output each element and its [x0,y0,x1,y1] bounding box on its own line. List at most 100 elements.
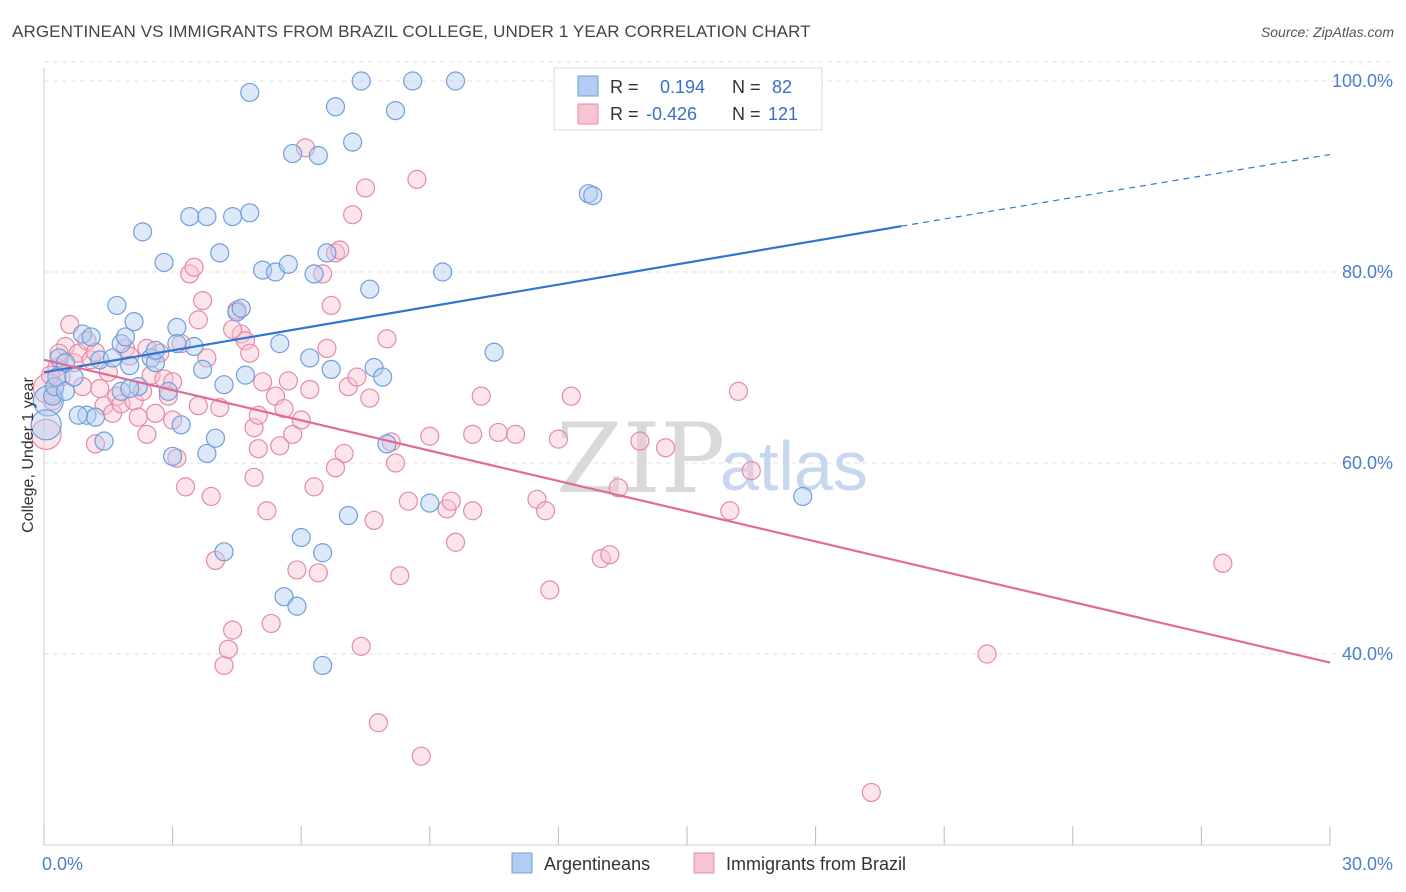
legend-stats-box [553,67,823,131]
legend-n-label-1: N = [732,77,761,97]
point-argentineans-31 [193,359,213,380]
point-brazil-49 [248,439,268,459]
y-tick-label-80: 80.0% [1342,262,1393,282]
point-brazil-1 [42,391,63,411]
point-brazil-98 [608,478,629,498]
source-credit: Source: ZipAtlas.com [1260,24,1394,40]
point-argentineans-21 [132,222,153,242]
axes [43,68,1331,846]
point-argentineans-41 [240,203,260,223]
x-tick-label-max: 30.0% [1342,854,1393,874]
point-brazil-57 [283,424,303,444]
legend-series-label-brazil: Immigrants from Brazil [726,854,906,874]
point-argentineans-80 [214,375,234,395]
point-brazil-78 [377,329,397,349]
point-brazil-87 [463,424,483,444]
point-brazil-35 [188,310,208,330]
point-argentineans-39 [231,298,251,318]
point-brazil-36 [193,291,213,311]
point-brazil-48 [244,418,264,438]
point-argentineans-59 [338,505,358,526]
point-argentineans-28 [171,415,191,435]
point-brazil-83 [411,746,431,766]
y-tick-label-40: 40.0% [1342,644,1393,664]
x-tick-label-min: 0.0% [42,854,83,874]
point-brazil-51 [257,501,277,521]
point-argentineans-57 [321,359,341,380]
legend-n-value-2: 121 [768,104,798,124]
point-brazil-54 [270,436,290,456]
point-argentineans-33 [197,207,217,227]
point-brazil-5 [60,314,80,335]
point-brazil-71 [343,205,363,225]
point-brazil-80 [390,566,410,586]
point-brazil-86 [445,532,466,552]
legend-series-swatch-brazil [693,852,715,874]
point-brazil-106 [1213,553,1233,573]
point-brazil-43 [223,620,243,640]
point-brazil-88 [471,386,491,406]
point-argentineans-36 [214,542,234,562]
point-brazil-74 [355,178,376,198]
point-brazil-84 [420,426,440,446]
point-argentineans-35 [210,243,230,263]
watermark-zip: ZIP [556,403,725,515]
point-brazil-113 [223,319,243,339]
point-argentineans-10 [85,407,106,427]
point-brazil-52 [261,613,281,634]
point-argentineans-2 [45,377,65,397]
legend-series: Argentineans Immigrants from Brazil [511,852,906,874]
point-brazil-111 [49,343,69,363]
point-brazil-65 [317,338,337,358]
legend-n-value-1: 82 [772,77,792,97]
point-brazil-23 [137,424,157,444]
point-brazil-105 [977,644,997,664]
point-argentineans-64 [373,367,393,387]
point-brazil-56 [278,371,298,391]
point-brazil-28 [158,386,178,406]
point-brazil-50 [253,372,273,392]
data-points [30,71,1233,803]
point-argentineans-29 [180,207,200,227]
point-brazil-102 [728,381,749,401]
point-brazil-76 [364,510,384,530]
point-brazil-12 [90,378,110,399]
point-argentineans-24 [154,252,174,273]
point-argentineans-62 [360,279,380,299]
point-brazil-95 [561,386,581,406]
watermark-atlas: atlas [720,427,868,505]
point-argentineans-7 [64,367,84,387]
point-argentineans-27 [167,317,187,337]
point-argentineans-45 [270,334,290,354]
point-argentineans-74 [30,409,62,441]
point-brazil-34 [184,257,204,277]
y-tick-label-100: 100.0% [1332,71,1393,91]
point-brazil-58 [287,560,307,580]
point-argentineans-60 [343,132,363,152]
trend-line-brazil [43,358,1331,664]
point-argentineans-68 [420,493,440,513]
point-brazil-77 [368,713,388,733]
point-brazil-81 [398,491,418,511]
point-brazil-120 [385,453,406,473]
point-argentineans-42 [240,82,260,103]
point-brazil-41 [214,655,234,676]
legend-series-label-argentineans: Argentineans [544,854,650,874]
point-argentineans-70 [445,71,466,91]
point-argentineans-32 [197,443,217,464]
point-argentineans-47 [278,254,298,274]
point-argentineans-61 [351,71,371,91]
point-brazil-92 [535,501,556,521]
point-brazil-72 [347,367,367,387]
legend-series-swatch-argentineans [511,852,533,874]
point-argentineans-67 [403,71,423,91]
point-brazil-90 [505,424,526,444]
point-brazil-32 [175,477,196,497]
point-argentineans-65 [377,434,397,454]
point-brazil-25 [145,403,166,423]
point-brazil-63 [308,563,328,583]
point-argentineans-50 [291,527,311,548]
point-argentineans-14 [107,295,127,316]
point-argentineans-55 [313,655,333,676]
point-brazil-103 [741,461,761,481]
